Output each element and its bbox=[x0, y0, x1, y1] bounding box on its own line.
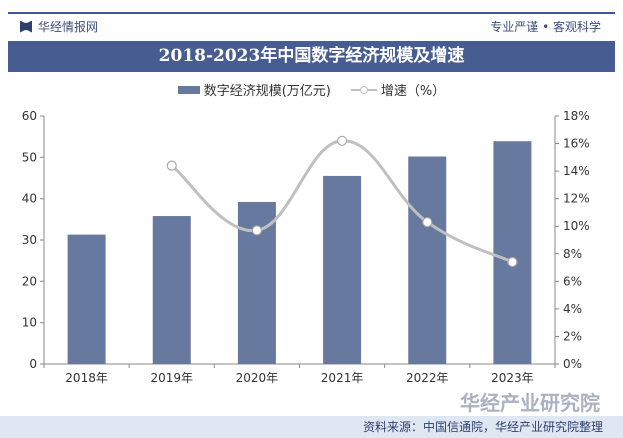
y2-tick-label: 4% bbox=[563, 302, 582, 316]
x-tick-label: 2020年 bbox=[236, 371, 279, 385]
line-swatch bbox=[350, 85, 377, 94]
growth-point bbox=[507, 256, 518, 268]
y2-tick-label: 16% bbox=[563, 137, 590, 151]
bar-swatch bbox=[177, 85, 200, 94]
bar bbox=[152, 216, 191, 364]
y2-tick-label: 8% bbox=[563, 247, 582, 261]
growth-point bbox=[336, 135, 348, 146]
bar bbox=[493, 141, 532, 364]
y-tick-label: 30 bbox=[22, 233, 37, 247]
logo-icon bbox=[20, 20, 32, 33]
brand: 华经情报网 bbox=[20, 18, 98, 35]
y-tick-label: 10 bbox=[22, 316, 37, 330]
growth-point bbox=[251, 225, 263, 236]
legend-line-label: 增速（%） bbox=[380, 84, 446, 99]
bar bbox=[408, 156, 447, 364]
bar bbox=[67, 234, 106, 364]
y2-tick-label: 10% bbox=[563, 219, 590, 233]
legend-bar-label: 数字经济规模(万亿元) bbox=[203, 84, 331, 99]
y2-tick-label: 6% bbox=[563, 274, 582, 288]
y-tick-label: 50 bbox=[22, 150, 37, 164]
x-tick-label: 2018年 bbox=[65, 371, 108, 385]
legend-bar: 数字经济规模(万亿元) bbox=[177, 80, 331, 99]
slogan: 专业严谨 • 客观科学 bbox=[490, 20, 601, 34]
y-tick-label: 20 bbox=[22, 274, 37, 288]
source-note: 资料来源：中国信通院，华经产业研究院整理 bbox=[0, 416, 623, 438]
bar bbox=[323, 175, 362, 364]
y2-tick-label: 14% bbox=[563, 164, 590, 178]
y-tick-label: 60 bbox=[22, 109, 37, 123]
growth-point bbox=[422, 216, 433, 228]
brand-name: 华经情报网 bbox=[38, 20, 99, 34]
chart-title: 2018-2023年中国数字经济规模及增速 bbox=[8, 41, 615, 72]
y2-tick-label: 18% bbox=[563, 109, 590, 123]
x-tick-label: 2022年 bbox=[406, 371, 449, 385]
y2-tick-label: 12% bbox=[563, 192, 590, 206]
y-tick-label: 40 bbox=[22, 192, 37, 206]
x-tick-label: 2019年 bbox=[150, 371, 193, 385]
watermark: 华经产业研究院 bbox=[460, 391, 600, 415]
x-tick-label: 2023年 bbox=[491, 371, 534, 385]
x-tick-label: 2021年 bbox=[321, 371, 364, 385]
legend-line: 增速（%） bbox=[350, 80, 446, 99]
growth-point bbox=[166, 160, 177, 171]
y2-tick-label: 2% bbox=[563, 329, 582, 343]
y2-tick-label: 0% bbox=[563, 357, 582, 371]
y-tick-label: 0 bbox=[29, 357, 37, 371]
divider bbox=[8, 12, 615, 14]
legend: 数字经济规模(万亿元) 增速（%） bbox=[0, 80, 623, 99]
